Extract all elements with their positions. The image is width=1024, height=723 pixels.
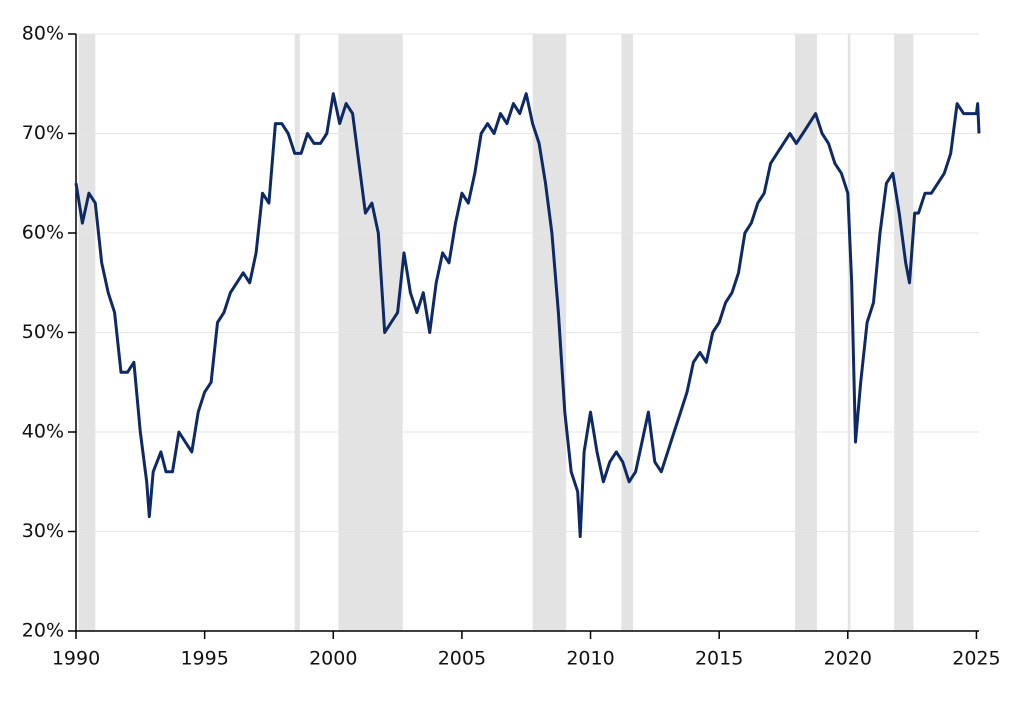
y-tick-label: 80% [22,23,64,45]
y-tick-label: 40% [22,421,64,443]
y-tick-label: 30% [22,520,64,542]
x-tick-label: 2015 [695,648,743,670]
y-tick-label: 50% [22,321,64,343]
x-tick-label: 1990 [52,648,100,670]
y-tick-label: 20% [22,620,64,642]
x-tick-label: 2020 [824,648,872,670]
x-tick-label: 1995 [180,648,228,670]
y-tick-label: 70% [22,122,64,144]
x-tick-label: 2005 [438,648,486,670]
x-tick-label: 2000 [309,648,357,670]
y-tick-label: 60% [22,222,64,244]
x-tick-label: 2025 [952,648,1000,670]
data-line [74,92,981,538]
x-tick-label: 2010 [566,648,614,670]
